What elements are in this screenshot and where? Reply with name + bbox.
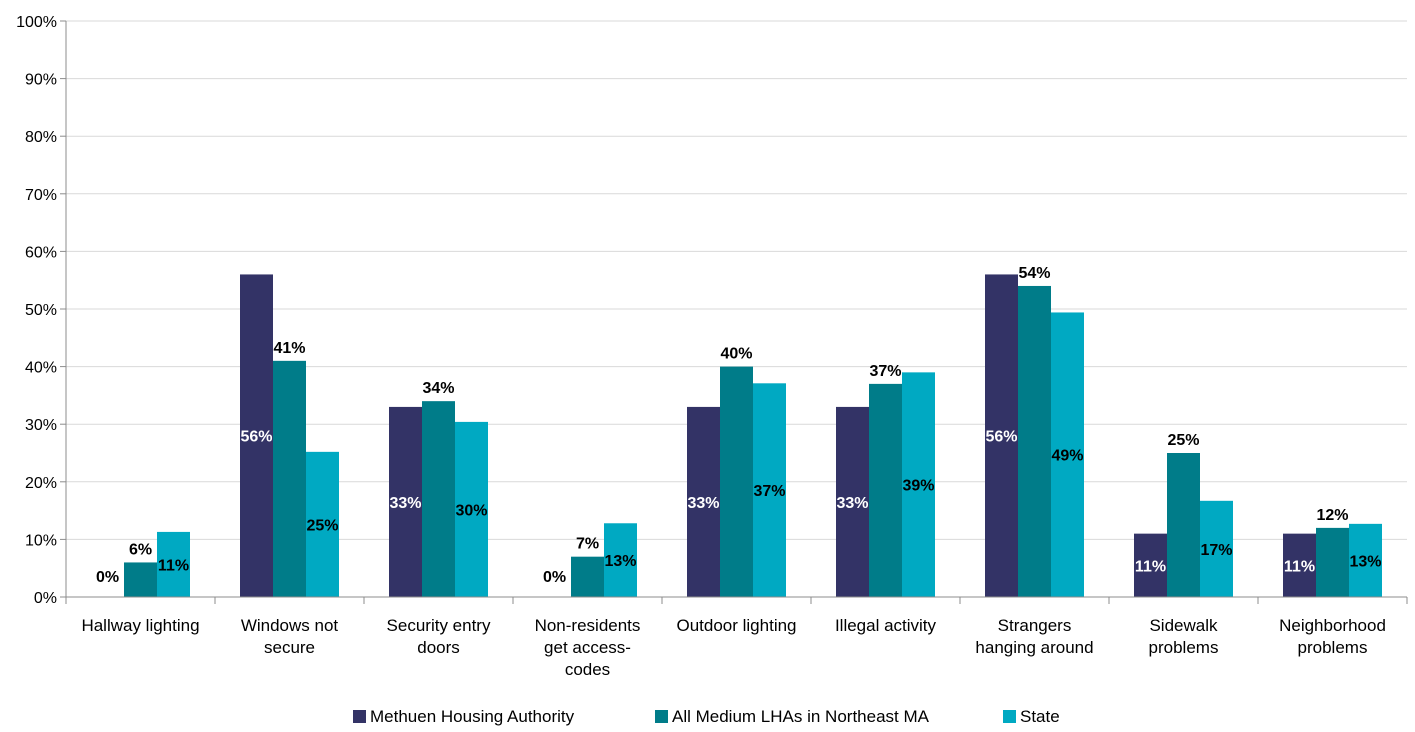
data-label: 11% [1135,558,1166,575]
data-label: 56% [240,429,272,446]
x-tick-label: Illegal activity [835,616,937,635]
data-label: 0% [96,569,119,586]
bar [1283,533,1316,597]
y-tick-label: 90% [25,72,57,89]
bar [157,531,190,597]
bar [273,360,306,597]
bar [389,406,422,597]
bar [1200,500,1233,597]
bar [869,383,902,597]
data-label: 6% [129,541,152,558]
data-label: 40% [720,346,752,363]
bar [455,421,488,597]
y-tick-label: 70% [25,187,57,204]
y-tick-label: 0% [34,590,57,607]
data-label: 11% [158,557,189,574]
data-label: 41% [273,340,305,357]
bar [240,274,273,597]
data-label: 0% [543,569,566,586]
y-tick-label: 100% [16,14,57,31]
data-label: 49% [1051,448,1083,465]
y-tick-label: 50% [25,302,57,319]
y-tick-label: 80% [25,129,57,146]
data-label: 25% [1167,432,1199,449]
legend-label: Methuen Housing Authority [370,707,575,726]
x-tick-label: Outdoor lighting [676,616,796,635]
data-label: 13% [1349,553,1381,570]
data-label: 33% [836,495,868,512]
legend-label: All Medium LHAs in Northeast MA [672,707,930,726]
bar [1316,527,1349,597]
legend-swatch [655,710,668,723]
data-label: 11% [1284,558,1315,575]
y-tick-label: 40% [25,360,57,377]
data-label: 37% [753,483,785,500]
data-label: 17% [1200,542,1232,559]
x-axis: Hallway lighting Windows not secure Securit… [65,596,1408,679]
data-label: 30% [455,502,487,519]
bar [985,274,1018,597]
data-label: 34% [422,380,454,397]
bar [604,523,637,597]
y-tick-label: 30% [25,417,57,434]
data-label: 13% [604,553,636,570]
legend-label: State [1020,707,1060,726]
legend-swatch [1003,710,1016,723]
x-tick-label: Strangers hanging around [975,616,1093,657]
data-label: 56% [985,429,1017,446]
x-tick-label: Neighborhood problems [1279,616,1386,657]
bar [836,406,869,597]
bar [1134,533,1167,597]
data-label: 37% [869,363,901,380]
bars [124,274,1382,597]
bar [1018,285,1051,597]
data-label: 7% [576,536,599,553]
data-label: 39% [902,478,934,495]
y-tick-label: 10% [25,532,57,549]
legend-swatch [353,710,366,723]
bar [1167,453,1200,597]
bar [1349,523,1382,597]
bar [753,383,786,597]
data-label: 25% [306,517,338,534]
x-tick-label: Sidewalk problems [1149,616,1219,657]
legend: Methuen Housing Authority All Medium LHAs… [353,707,1060,726]
data-label: 12% [1316,507,1348,524]
bar [687,406,720,597]
y-axis: 0% 10% 20% 30% 40% 50% 60% 70% 80% 90% 100% [16,14,67,607]
bar [422,401,455,597]
data-label: 33% [389,495,421,512]
data-labels: 0% 6% 11% 56% 41% 25% 33% 34% 30% 0% 7% 13% 33% 40% 37… [96,265,1382,586]
y-tick-label: 60% [25,244,57,261]
bar [571,556,604,597]
data-label: 54% [1018,265,1050,282]
bar [124,562,157,597]
bar [902,372,935,597]
data-label: 33% [687,495,719,512]
x-tick-label: Windows not secure [241,616,339,657]
bar [1051,312,1084,597]
bar [720,366,753,597]
x-tick-label: Security entry doors [387,616,491,657]
y-tick-label: 20% [25,475,57,492]
x-tick-label: Non-residents get access-codes [535,616,641,679]
x-tick-label: Hallway lighting [81,616,199,635]
bar [306,451,339,597]
